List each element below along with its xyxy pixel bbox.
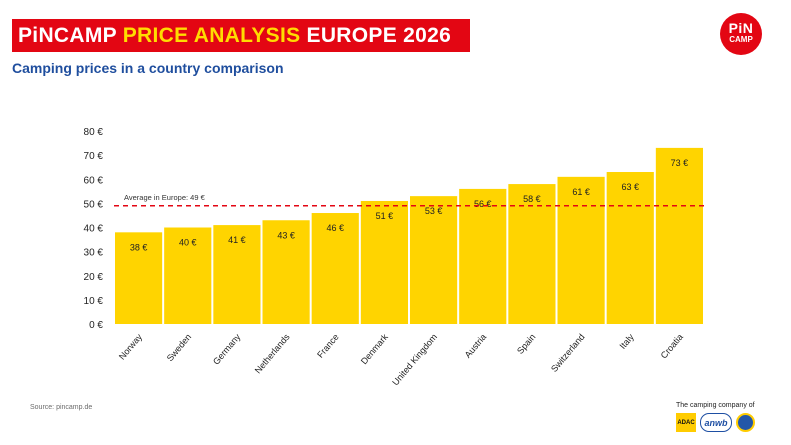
average-label: Average in Europe: 49 € <box>124 193 206 202</box>
bar-value-label: 63 € <box>621 182 639 192</box>
chart-title: PiNCAMP PRICE ANALYSIS EUROPE 2026 <box>12 24 451 48</box>
bar-spain <box>508 184 556 324</box>
y-tick-label: 80 € <box>84 127 104 138</box>
chart-subtitle: Camping prices in a country comparison <box>12 60 284 76</box>
club-emblem-icon <box>736 413 755 432</box>
bar-value-label: 61 € <box>572 187 590 197</box>
bar-value-label: 51 € <box>376 211 394 221</box>
y-tick-label: 10 € <box>84 296 104 307</box>
adac-logo: ADAC <box>676 413 696 432</box>
bar-france <box>311 213 359 324</box>
bar-value-label: 58 € <box>523 194 541 204</box>
title-rest: EUROPE 2026 <box>306 23 452 47</box>
y-tick-label: 0 € <box>89 320 103 331</box>
x-tick-label: Germany <box>211 331 243 366</box>
bar-croatia <box>655 147 703 324</box>
bar-sweden <box>164 227 212 324</box>
bar-switzerland <box>557 176 605 324</box>
bar-value-label: 53 € <box>425 206 443 216</box>
pincamp-logo: PiN CAMP <box>720 13 762 55</box>
logo-line-1: PiN <box>728 20 754 36</box>
x-tick-label: Croatia <box>659 332 685 361</box>
x-tick-label: France <box>315 332 341 360</box>
bar-value-label: 73 € <box>671 158 689 168</box>
y-tick-label: 70 € <box>84 151 104 162</box>
y-tick-label: 40 € <box>84 224 104 235</box>
y-tick-label: 60 € <box>84 175 104 186</box>
x-tick-label: United Kingdom <box>390 332 439 387</box>
logo-line-2: CAMP <box>729 35 753 44</box>
bar-value-label: 46 € <box>326 223 344 233</box>
source-note: Source: pincamp.de <box>30 404 93 411</box>
anwb-logo: anwb <box>700 413 732 432</box>
y-tick-label: 30 € <box>84 248 104 259</box>
bar-denmark <box>360 200 408 324</box>
y-tick-label: 50 € <box>84 199 104 210</box>
x-tick-label: Sweden <box>165 332 194 363</box>
x-tick-label: Netherlands <box>253 331 292 375</box>
bar-italy <box>606 172 654 324</box>
x-tick-label: Switzerland <box>549 332 587 374</box>
bar-value-label: 40 € <box>179 238 197 248</box>
bar-norway <box>115 232 163 324</box>
company-note: The camping company of <box>676 402 755 409</box>
bar-netherlands <box>262 220 310 324</box>
title-highlight: PRICE ANALYSIS <box>122 23 301 47</box>
partner-logos: ADAC anwb <box>676 413 755 432</box>
x-tick-label: Italy <box>618 331 637 350</box>
bar-united-kingdom <box>410 196 458 324</box>
x-tick-label: Spain <box>515 332 537 356</box>
bar-austria <box>459 188 507 324</box>
bar-germany <box>213 225 261 324</box>
x-tick-label: Denmark <box>359 331 390 366</box>
bar-value-label: 38 € <box>130 242 148 252</box>
title-banner: PiNCAMP PRICE ANALYSIS EUROPE 2026 <box>12 19 470 52</box>
x-tick-label: Norway <box>117 331 145 361</box>
x-tick-label: Austria <box>463 332 489 360</box>
bar-value-label: 43 € <box>277 230 295 240</box>
bar-value-label: 41 € <box>228 235 246 245</box>
bar-value-label: 56 € <box>474 199 492 209</box>
y-tick-label: 20 € <box>84 272 104 283</box>
brand-name: PiNCAMP <box>18 23 117 47</box>
